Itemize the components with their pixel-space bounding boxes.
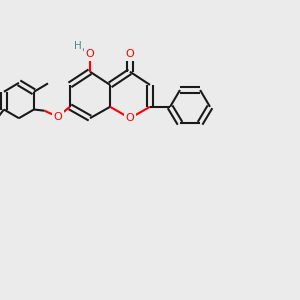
Text: O: O (125, 49, 134, 59)
Text: O: O (125, 113, 134, 123)
Text: H: H (74, 40, 81, 51)
Text: O: O (53, 112, 62, 122)
Text: O: O (85, 49, 94, 59)
